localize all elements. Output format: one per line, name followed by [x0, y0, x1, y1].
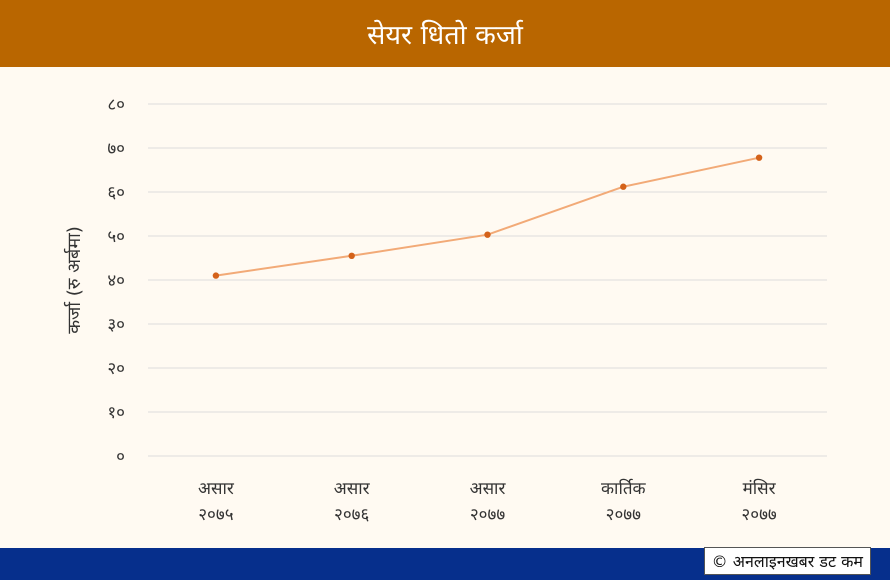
gridlines — [148, 103, 827, 457]
x-tick-label: २०७७ — [470, 505, 506, 525]
y-tick-label: ६० — [107, 183, 125, 203]
x-tick-label: २०७७ — [606, 505, 642, 525]
y-tick-label: ० — [116, 447, 125, 467]
line-chart: ० १० २० ३० ४० ५० ६० ७० ८० कर्जा (रु अर्बमा) असार… — [63, 95, 827, 525]
data-points — [212, 154, 763, 279]
title-bar: सेयर धितो कर्जा — [0, 0, 890, 67]
x-axis-ticks: असार २०७५ असार २०७६ असार २०७७ कार्तिक २०७७ मंसिर… — [198, 478, 777, 525]
x-tick-label: कार्तिक — [601, 478, 647, 499]
x-tick-label: २०७७ — [741, 505, 777, 525]
series-line — [215, 156, 760, 277]
data-point — [755, 154, 763, 161]
y-axis-label: कर्जा (रु अर्बमा) — [63, 226, 85, 334]
x-tick-label: २०७६ — [334, 505, 370, 525]
y-tick-label: ५० — [107, 227, 125, 247]
x-tick-label: असार — [470, 479, 507, 499]
y-tick-label: ३० — [107, 315, 125, 335]
x-tick-label: असार — [198, 479, 235, 499]
data-point — [212, 272, 220, 279]
y-tick-label: ४० — [107, 271, 125, 291]
x-tick-label: असार — [334, 479, 371, 499]
y-axis-ticks: ० १० २० ३० ४० ५० ६० ७० ८० — [107, 95, 125, 467]
y-tick-label: १० — [107, 403, 125, 423]
credit-label: © अनलाइनखबर डट कम — [703, 547, 871, 575]
y-tick-label: ८० — [107, 95, 125, 115]
chart-title: सेयर धितो कर्जा — [367, 20, 523, 51]
y-tick-label: ७० — [107, 139, 125, 159]
data-point — [348, 252, 355, 259]
data-point — [620, 183, 627, 190]
y-tick-label: २० — [107, 359, 125, 379]
x-tick-label: २०७५ — [198, 505, 233, 525]
x-tick-label: मंसिर — [743, 478, 777, 499]
data-point — [484, 231, 491, 238]
